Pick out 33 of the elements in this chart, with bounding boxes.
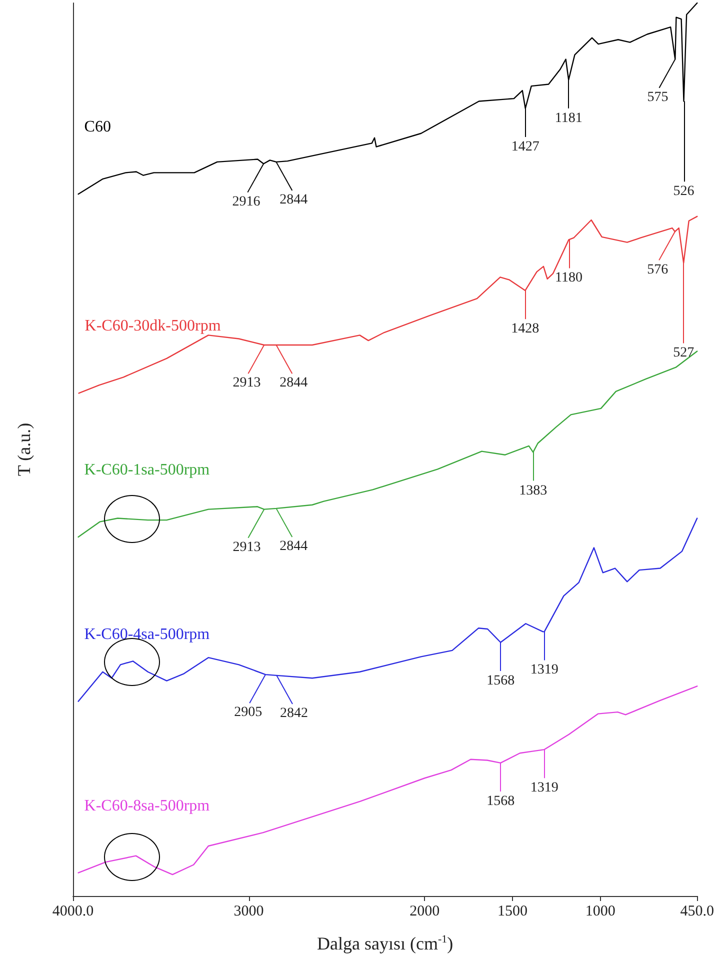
annotation: 2905 <box>234 705 262 720</box>
text: C60 <box>84 118 111 136</box>
x-tick-label: 1500 <box>498 904 528 920</box>
series-label: K-C60-4sa-500rpm <box>84 626 210 643</box>
y-axis-title: T (a.u.) <box>14 422 34 476</box>
x-tick-label: 1000 <box>585 904 616 920</box>
annotation: 576 <box>647 262 668 278</box>
annotation: 1383 <box>519 483 548 498</box>
annotation: 1319 <box>530 780 558 796</box>
annotation: 575 <box>647 90 668 105</box>
annotation: 1427 <box>511 139 540 154</box>
annotation: 2844 <box>280 539 308 554</box>
series-label: K-C60-8sa-500rpm <box>84 797 210 814</box>
annotation: 2844 <box>280 192 308 208</box>
x-tick-label: 450.0 <box>680 904 714 920</box>
annotation: 526 <box>673 184 694 200</box>
annotation: 1181 <box>554 110 582 126</box>
annotation: 2913 <box>232 376 261 391</box>
annotation: 1428 <box>511 322 540 337</box>
annotation: 2844 <box>280 376 308 391</box>
x-tick-label: 3000 <box>234 904 264 920</box>
annotation: 1568 <box>486 673 515 688</box>
annotation: 527 <box>673 346 694 361</box>
x-tick-label: 4000.0 <box>52 904 94 920</box>
series-label: K-C60-1sa-500rpm <box>84 462 210 479</box>
annotation: 2913 <box>232 540 261 556</box>
annotation: 1180 <box>555 270 583 286</box>
annotation: 2842 <box>280 706 308 722</box>
annotation: 2916 <box>232 194 260 210</box>
x-tick-label: 2000 <box>410 904 440 920</box>
annotation: 1568 <box>486 794 515 810</box>
annotation: 1319 <box>530 662 558 678</box>
series-label: K-C60-30dk-500rpm <box>84 318 222 335</box>
